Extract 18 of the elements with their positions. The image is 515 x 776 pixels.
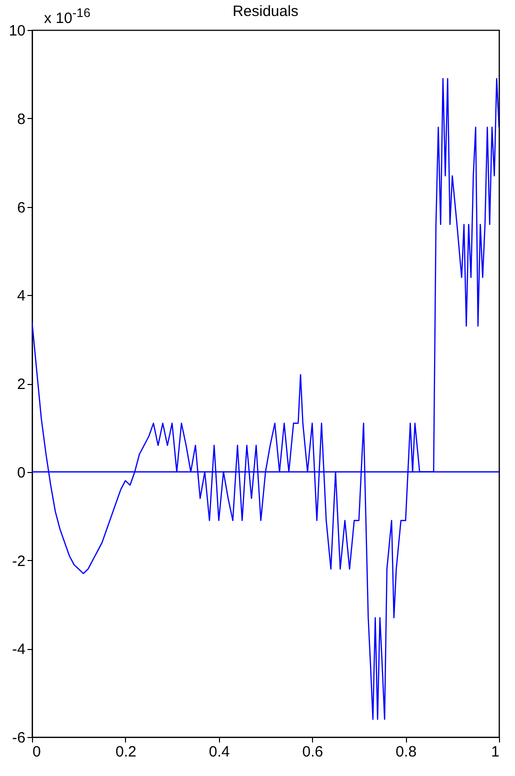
x-tick-label: 0 xyxy=(32,744,41,760)
x-tick-label: 0.6 xyxy=(302,744,324,760)
text: x 10$^{-16}$ xyxy=(44,6,90,27)
line-series xyxy=(32,78,499,720)
x-tick-label: 1 xyxy=(491,744,500,760)
y-tick-label: 4 xyxy=(17,288,26,305)
y-tick-label: 8 xyxy=(17,110,26,128)
y-tick-label: 6 xyxy=(17,199,26,216)
x-tick-label: 0.4 xyxy=(208,744,230,760)
x-tick-label: 0.8 xyxy=(396,744,417,760)
y-tick-label: -2 xyxy=(12,552,26,570)
y-tick-label: 0 xyxy=(17,464,26,482)
y-tick-label: 2 xyxy=(17,376,26,393)
y-tick-label: -4 xyxy=(12,641,26,658)
x-tick-label: 0.2 xyxy=(115,744,136,760)
chart-title: Residuals xyxy=(232,3,298,20)
y-tick-label: -6 xyxy=(12,730,26,746)
y-tick-label: 10 xyxy=(8,22,26,40)
